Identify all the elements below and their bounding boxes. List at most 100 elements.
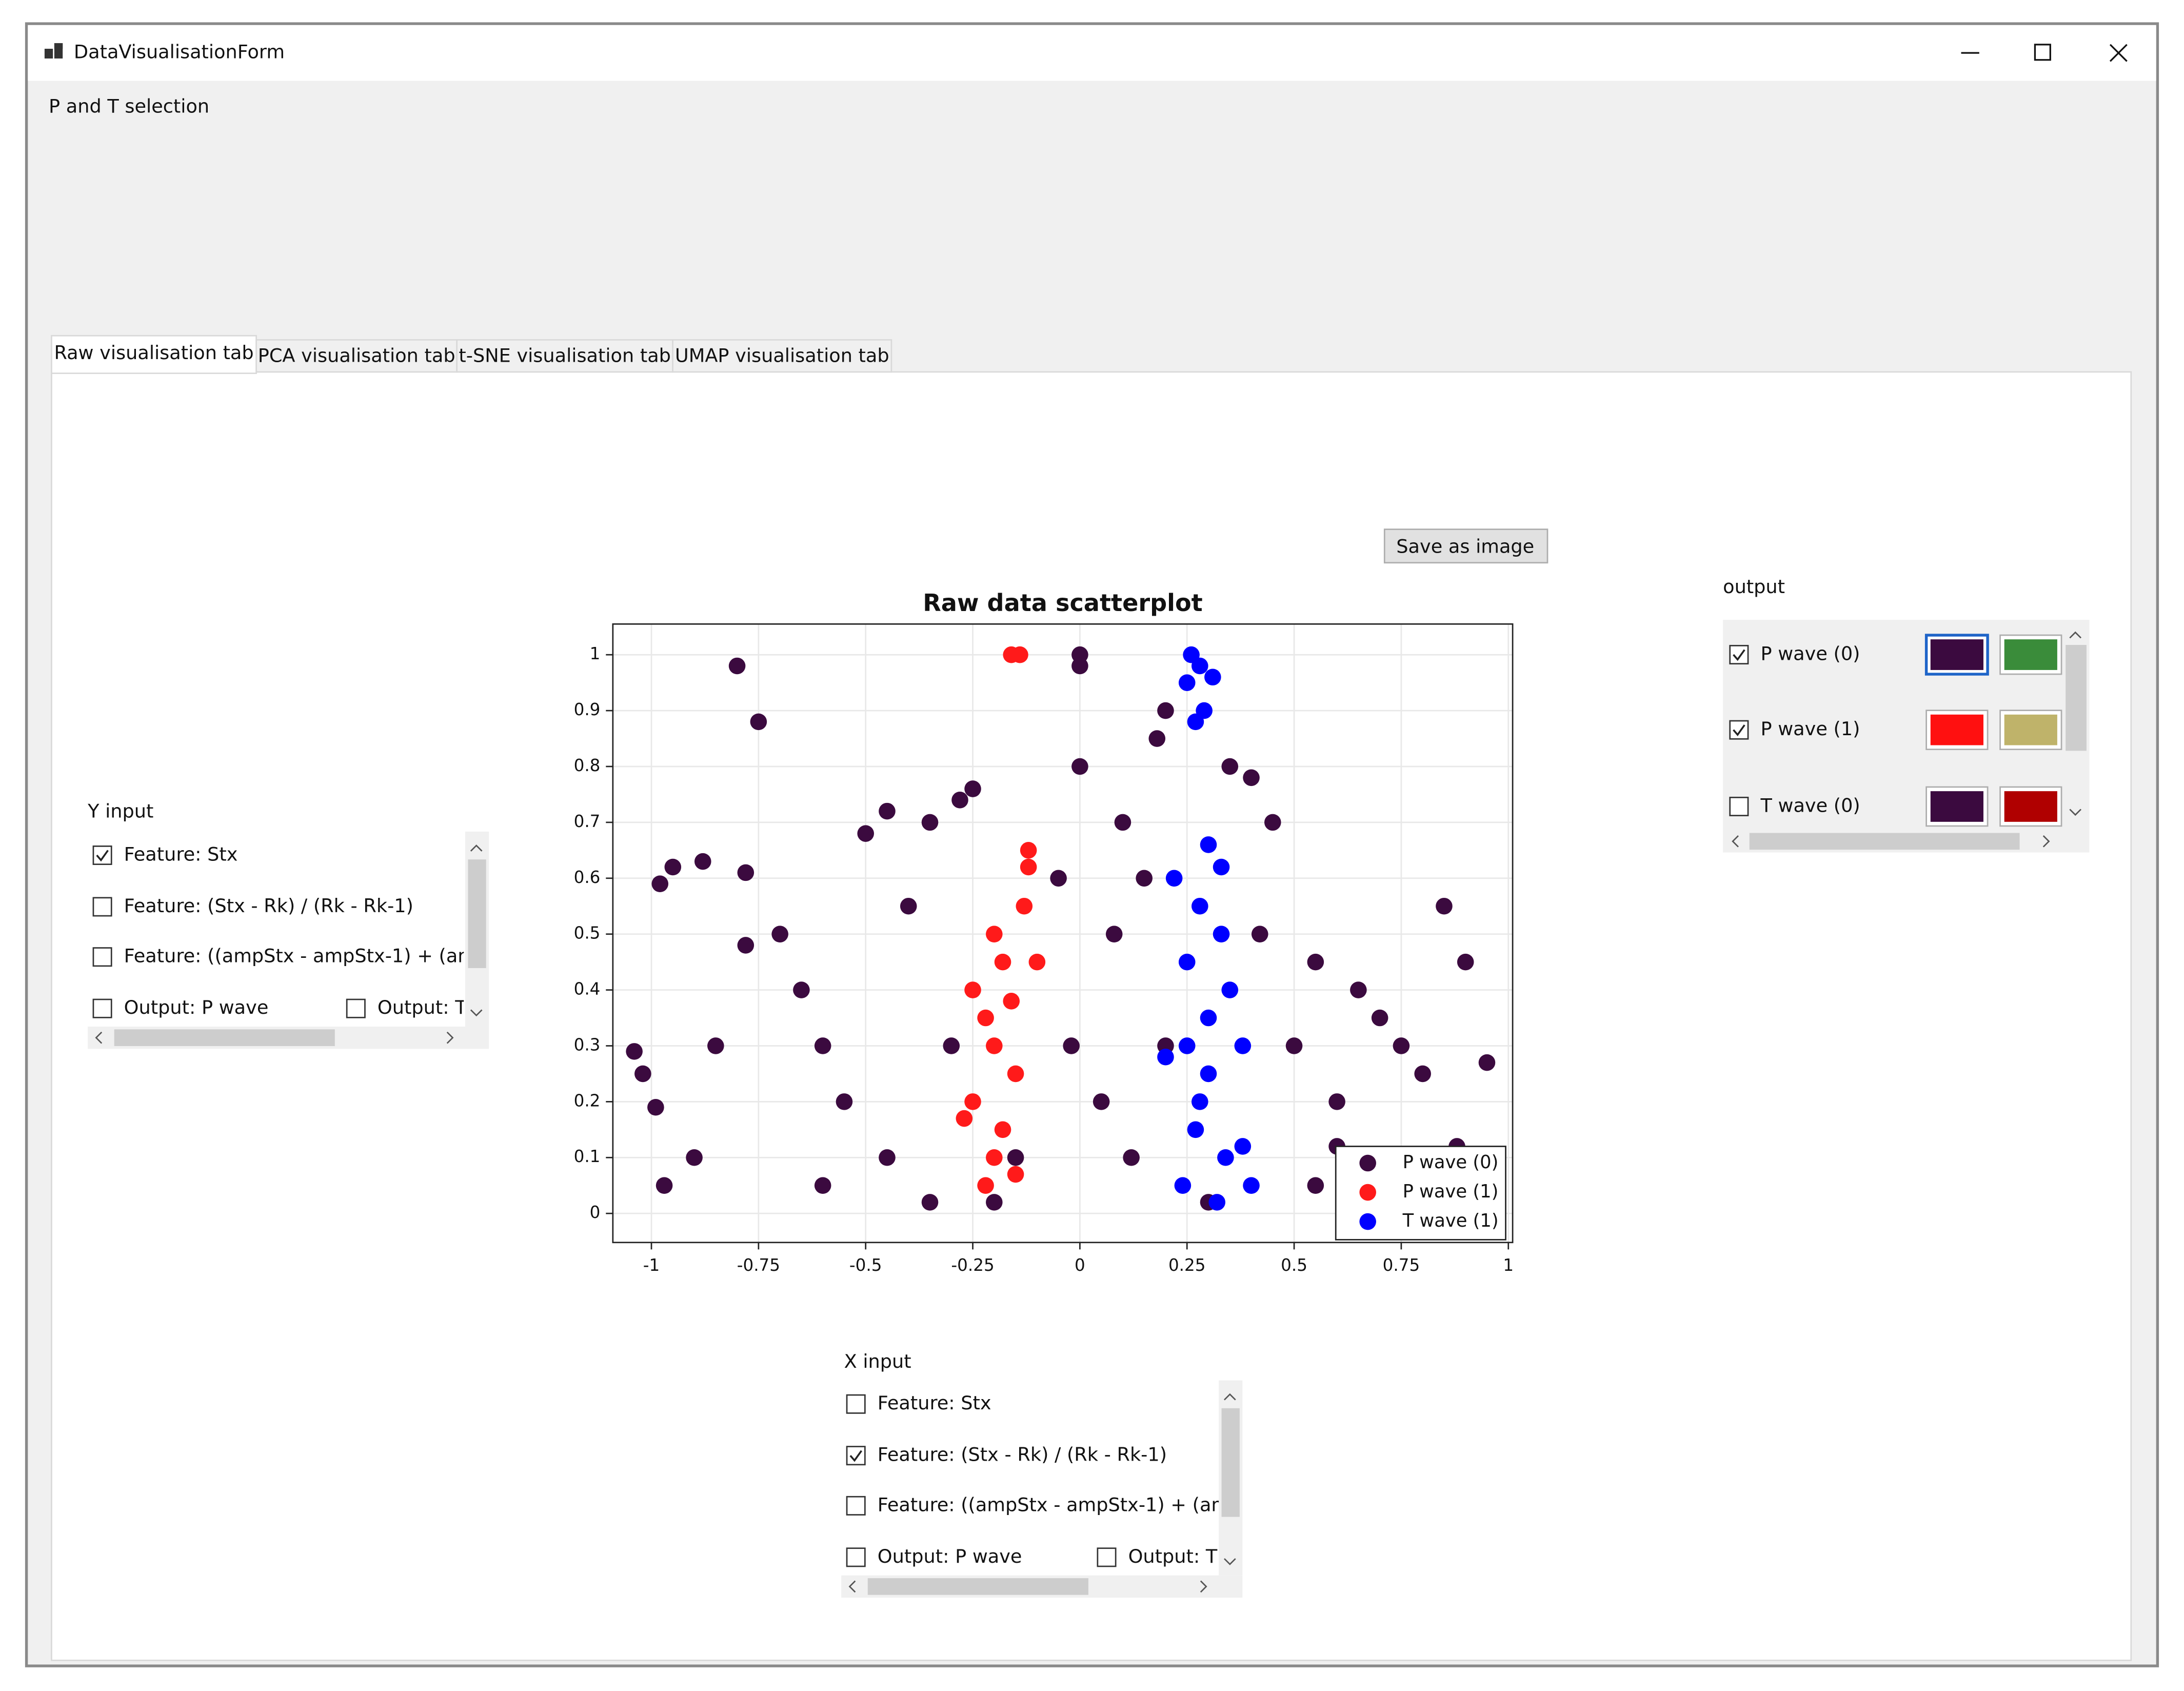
- maximize-button[interactable]: [2034, 44, 2051, 61]
- list-item-label[interactable]: Output: P wave: [878, 1545, 1022, 1567]
- point: [857, 825, 875, 842]
- checkbox[interactable]: [1097, 1547, 1117, 1567]
- point: [986, 1037, 1003, 1054]
- output-item-label[interactable]: P wave (1): [1760, 718, 1860, 740]
- point: [1011, 646, 1028, 663]
- output-item-label[interactable]: P wave (0): [1760, 643, 1860, 665]
- y-tick-label: 0.1: [574, 1147, 601, 1166]
- list-item-label[interactable]: Feature: ((ampStx - ampStx-1) + (ampS: [124, 945, 500, 967]
- x-tick-label: 1: [1503, 1255, 1514, 1275]
- point: [1178, 674, 1196, 691]
- h-scroll-thumb[interactable]: [867, 1578, 1088, 1595]
- tab-label[interactable]: UMAP visualisation tab: [675, 345, 889, 367]
- save-button[interactable]: [1383, 528, 1548, 564]
- checkbox[interactable]: [92, 947, 112, 967]
- checkbox[interactable]: [846, 1394, 866, 1414]
- close-button[interactable]: [2109, 44, 2128, 62]
- scroll-arrow[interactable]: [2069, 809, 2082, 816]
- point: [1243, 769, 1260, 786]
- x-tick-label: 0: [1075, 1255, 1085, 1275]
- tab-label[interactable]: PCA visualisation tab: [258, 345, 455, 367]
- scroll-arrow[interactable]: [470, 1009, 483, 1017]
- checkbox[interactable]: [846, 1496, 866, 1516]
- tab-label[interactable]: Raw visualisation tab: [54, 342, 253, 364]
- check-mark[interactable]: [1733, 724, 1745, 737]
- point: [1007, 1065, 1024, 1083]
- title-bar: [28, 25, 2156, 81]
- tab-label[interactable]: t-SNE visualisation tab: [459, 345, 671, 367]
- color-fill[interactable]: [2004, 639, 2057, 670]
- check-mark[interactable]: [96, 850, 109, 862]
- tab[interactable]: [255, 339, 458, 373]
- point: [964, 1093, 981, 1110]
- point: [1221, 981, 1239, 998]
- output-item-label[interactable]: T wave (0): [1760, 794, 1860, 816]
- scroll-arrow[interactable]: [1200, 1580, 1207, 1593]
- chart-title: Raw data scatterplot: [923, 589, 1203, 617]
- check-mark[interactable]: [1733, 649, 1745, 661]
- color-fill[interactable]: [1930, 791, 1983, 822]
- list-item-label[interactable]: Output: T: [1128, 1545, 1218, 1567]
- checkbox[interactable]: [846, 1446, 866, 1466]
- point: [1307, 1177, 1324, 1194]
- check-mark[interactable]: [849, 1450, 863, 1462]
- point: [1165, 870, 1183, 887]
- scroll-arrow[interactable]: [2042, 835, 2050, 848]
- point: [1050, 870, 1067, 887]
- list-item-label[interactable]: Feature: Stx: [124, 843, 238, 866]
- menu-item[interactable]: P and T selection: [49, 95, 209, 117]
- check-list: Feature: Stx Feature: (Stx - Rk) / (Rk - …: [846, 1392, 1254, 1567]
- color-fill[interactable]: [2004, 791, 2057, 822]
- v-scroll-thumb[interactable]: [1221, 1408, 1240, 1517]
- y-tick-label: 0.3: [574, 1035, 601, 1054]
- point: [686, 1149, 703, 1166]
- scroll-arrow[interactable]: [1732, 835, 1739, 848]
- point: [1350, 981, 1367, 998]
- h-scroll-thumb[interactable]: [114, 1029, 335, 1046]
- list-item-label[interactable]: Feature: (Stx - Rk) / (Rk - Rk-1): [878, 1444, 1167, 1466]
- list-item-label[interactable]: Feature: (Stx - Rk) / (Rk - Rk-1): [124, 895, 413, 917]
- point: [814, 1037, 831, 1054]
- point: [707, 1037, 724, 1054]
- x-tick-label: -0.5: [849, 1255, 882, 1275]
- scroll-arrow[interactable]: [848, 1580, 856, 1593]
- scroll-arrow[interactable]: [2069, 631, 2082, 639]
- checkbox[interactable]: [1729, 720, 1749, 740]
- legend-marker: [1359, 1154, 1376, 1172]
- scroll-arrow[interactable]: [95, 1031, 103, 1044]
- tab[interactable]: [672, 339, 892, 373]
- v-scroll-thumb[interactable]: [2066, 645, 2087, 751]
- point: [1020, 858, 1037, 876]
- list-item-label[interactable]: Output: P wave: [124, 996, 269, 1018]
- checkbox[interactable]: [92, 845, 112, 866]
- point: [1234, 1037, 1252, 1054]
- checkbox[interactable]: [846, 1547, 866, 1567]
- point: [986, 926, 1003, 942]
- list-item-label[interactable]: Feature: Stx: [878, 1392, 991, 1414]
- point: [1020, 842, 1037, 859]
- point: [1063, 1037, 1080, 1054]
- scroll-arrow[interactable]: [470, 844, 483, 852]
- scroll-arrow[interactable]: [1224, 1558, 1236, 1565]
- color-fill[interactable]: [2004, 714, 2057, 745]
- save-button-label[interactable]: Save as image: [1396, 535, 1534, 557]
- list-item-label[interactable]: Feature: ((ampStx - ampStx-1) + (ampS: [878, 1493, 1254, 1516]
- h-scroll-thumb[interactable]: [1749, 833, 2020, 850]
- checkbox[interactable]: [92, 998, 112, 1018]
- color-fill[interactable]: [1930, 639, 1983, 670]
- checkbox[interactable]: [1729, 796, 1749, 816]
- v-scroll-thumb[interactable]: [468, 859, 486, 968]
- x-tick-label: 0.25: [1168, 1255, 1206, 1275]
- color-fill[interactable]: [1930, 714, 1983, 745]
- checkbox[interactable]: [1729, 645, 1749, 665]
- window-title: DataVisualisationForm: [74, 41, 285, 63]
- scroll-arrow[interactable]: [1224, 1393, 1236, 1401]
- list-item-label[interactable]: Output: T: [378, 996, 467, 1018]
- point: [943, 1037, 960, 1054]
- checkbox[interactable]: [346, 998, 366, 1018]
- checkbox[interactable]: [92, 897, 112, 917]
- x-tick-label: -1: [643, 1255, 660, 1275]
- scroll-arrow[interactable]: [446, 1031, 454, 1044]
